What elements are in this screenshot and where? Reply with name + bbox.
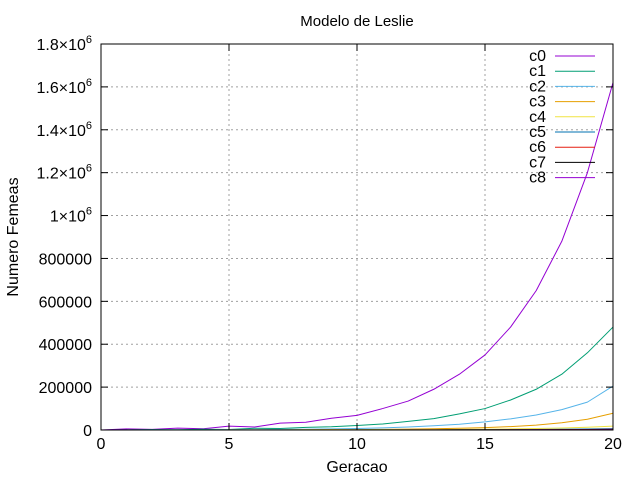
x-tick-label: 10	[348, 436, 366, 453]
legend-label-c4: c4	[529, 109, 546, 126]
y-tick-label: 600000	[39, 294, 92, 311]
y-tick-label: 1.6×106	[36, 77, 92, 97]
legend-label-c6: c6	[529, 139, 546, 156]
y-axis-label: Numero Femeas	[5, 177, 22, 296]
y-tick-label: 1.2×106	[36, 163, 92, 183]
axis-ticks: 0 5 10 15 20 0 200000 400000 600000 800000 1×106 1.…	[36, 34, 622, 453]
y-tick-label: 400000	[39, 337, 92, 354]
series-line-c0	[100, 82, 614, 431]
y-tick-label: 1.8×106	[36, 34, 92, 54]
y-tick-label: 1×106	[50, 206, 92, 226]
x-tick-label: 20	[604, 436, 622, 453]
legend-label-c0: c0	[529, 48, 546, 65]
y-tick-label: 200000	[39, 380, 92, 397]
legend-label-c5: c5	[529, 124, 546, 141]
x-axis-label: Geracao	[326, 459, 387, 476]
legend-label-c2: c2	[529, 78, 546, 95]
legend-label-c3: c3	[529, 94, 546, 111]
x-tick-label: 15	[476, 436, 494, 453]
y-tick-label: 0	[83, 423, 92, 440]
legend-label-c8: c8	[529, 170, 546, 187]
grid-lines	[101, 44, 613, 430]
chart-title: Modelo de Leslie	[300, 13, 413, 30]
x-tick-label: 5	[225, 436, 234, 453]
y-tick-label: 1.4×106	[36, 120, 92, 140]
x-tick-label: 0	[97, 436, 106, 453]
y-tick-label: 800000	[39, 251, 92, 268]
legend-label-c1: c1	[529, 63, 546, 80]
legend-label-c7: c7	[529, 154, 546, 171]
